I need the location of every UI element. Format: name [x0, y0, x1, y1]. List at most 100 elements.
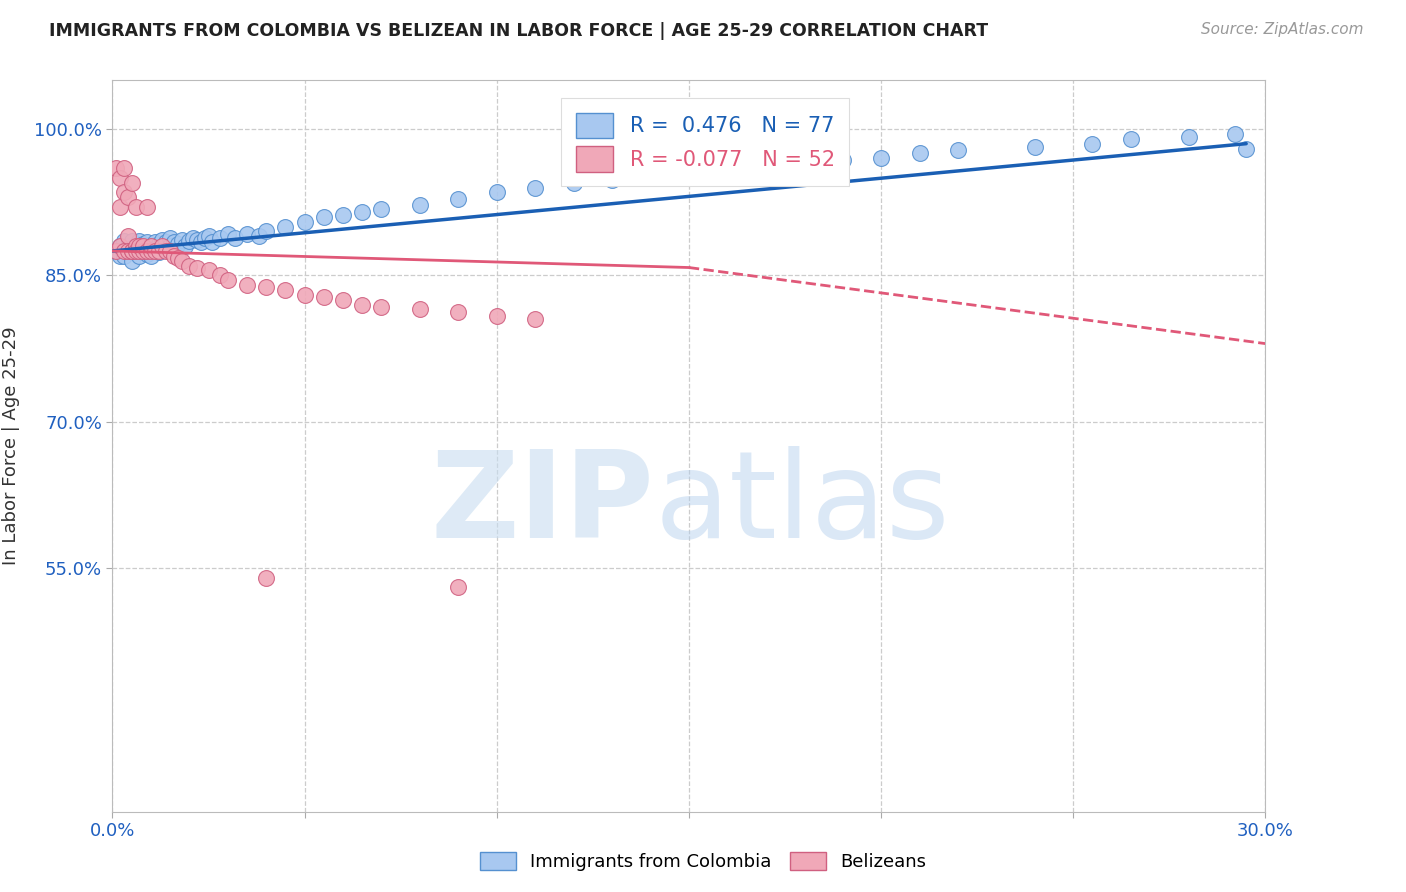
Point — [117, 244, 139, 258]
Point — [179, 234, 201, 248]
Point — [166, 251, 188, 265]
Point — [155, 235, 177, 249]
Point — [132, 243, 155, 257]
Point — [128, 239, 150, 253]
Text: Source: ZipAtlas.com: Source: ZipAtlas.com — [1201, 22, 1364, 37]
Point — [1234, 142, 1257, 156]
Point — [112, 186, 135, 200]
Point — [224, 231, 246, 245]
Point — [640, 170, 662, 185]
Point — [124, 244, 146, 258]
Point — [121, 253, 143, 268]
Point — [254, 224, 277, 238]
Point — [254, 280, 277, 294]
Point — [159, 231, 181, 245]
Point — [163, 235, 186, 249]
Point — [447, 581, 470, 595]
Point — [409, 198, 432, 212]
Point — [152, 241, 174, 255]
Point — [332, 293, 354, 307]
Point — [139, 239, 162, 253]
Point — [409, 302, 432, 317]
Point — [148, 244, 170, 258]
Point — [108, 170, 131, 185]
Point — [831, 153, 853, 168]
Point — [197, 229, 219, 244]
Point — [155, 244, 177, 258]
Point — [136, 244, 159, 258]
Point — [294, 288, 316, 302]
Point — [139, 239, 162, 253]
Point — [139, 243, 162, 257]
Point — [121, 234, 143, 248]
Point — [197, 263, 219, 277]
Point — [179, 259, 201, 273]
Point — [112, 244, 135, 258]
Point — [332, 208, 354, 222]
Point — [254, 571, 277, 585]
Point — [121, 244, 143, 258]
Point — [274, 283, 297, 297]
Point — [170, 233, 193, 247]
Point — [124, 239, 146, 253]
Point — [352, 205, 374, 219]
Point — [1177, 129, 1199, 144]
Point — [194, 231, 217, 245]
Point — [190, 235, 212, 249]
Point — [236, 278, 259, 293]
Point — [112, 244, 135, 258]
Point — [143, 235, 166, 249]
Point — [524, 180, 547, 194]
Point — [128, 234, 150, 248]
Point — [201, 235, 224, 249]
Point — [159, 239, 181, 253]
Point — [155, 243, 177, 257]
Point — [117, 244, 139, 258]
Point — [152, 239, 174, 253]
Point — [1024, 139, 1046, 153]
Text: ZIP: ZIP — [430, 446, 654, 563]
Point — [755, 159, 778, 173]
Point — [370, 202, 392, 216]
Point — [370, 300, 392, 314]
Y-axis label: In Labor Force | Age 25-29: In Labor Force | Age 25-29 — [3, 326, 20, 566]
Point — [312, 210, 335, 224]
Point — [148, 244, 170, 259]
Point — [166, 237, 188, 252]
Point — [108, 249, 131, 263]
Point — [148, 237, 170, 252]
Point — [186, 260, 208, 275]
Point — [1081, 136, 1104, 151]
Point — [136, 200, 159, 214]
Text: atlas: atlas — [654, 446, 950, 563]
Point — [128, 241, 150, 255]
Point — [236, 227, 259, 242]
Point — [908, 146, 931, 161]
Point — [132, 239, 155, 253]
Point — [136, 247, 159, 261]
Point — [524, 312, 547, 326]
Point — [105, 244, 128, 258]
Point — [128, 244, 150, 258]
Point — [274, 219, 297, 234]
Point — [1119, 132, 1142, 146]
Point — [105, 244, 128, 258]
Point — [112, 161, 135, 175]
Point — [217, 227, 239, 242]
Point — [108, 200, 131, 214]
Point — [132, 237, 155, 252]
Point — [181, 231, 204, 245]
Point — [1223, 127, 1246, 141]
Point — [121, 244, 143, 258]
Point — [143, 244, 166, 258]
Point — [117, 239, 139, 253]
Point — [485, 310, 508, 324]
Point — [174, 239, 197, 253]
Text: IMMIGRANTS FROM COLOMBIA VS BELIZEAN IN LABOR FORCE | AGE 25-29 CORRELATION CHAR: IMMIGRANTS FROM COLOMBIA VS BELIZEAN IN … — [49, 22, 988, 40]
Point — [124, 239, 146, 253]
Point — [139, 244, 162, 258]
Point — [870, 151, 893, 165]
Point — [117, 229, 139, 244]
Point — [600, 173, 623, 187]
Point — [143, 242, 166, 256]
